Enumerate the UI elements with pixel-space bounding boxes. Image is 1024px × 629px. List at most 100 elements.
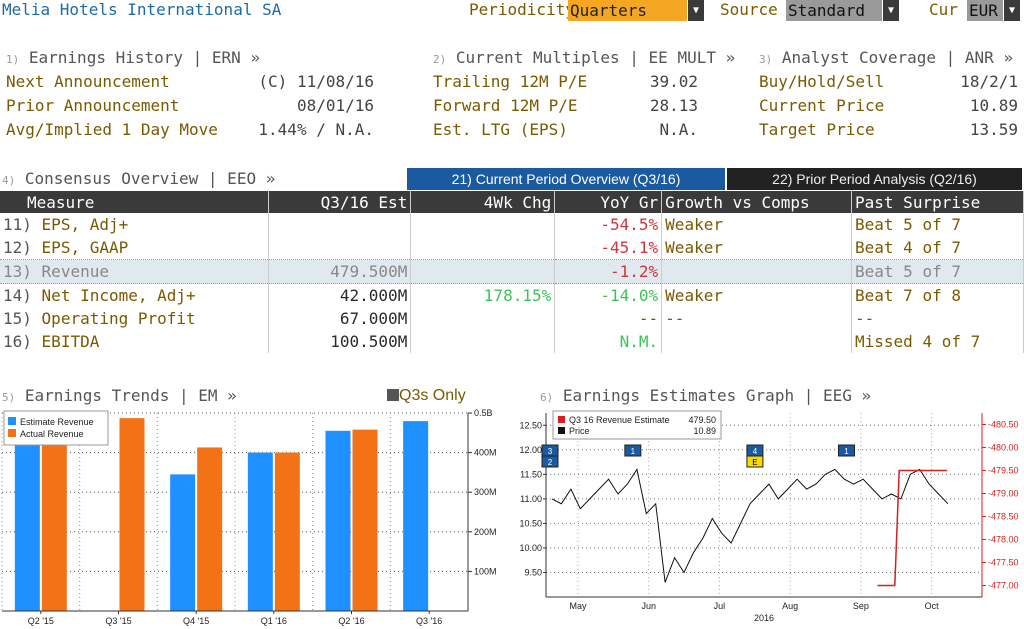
consensus-title[interactable]: Consensus Overview | EEO » bbox=[24, 169, 276, 188]
tab-prior-period[interactable]: 22) Prior Period Analysis (Q2/16) bbox=[727, 168, 1022, 190]
col-header-yoy[interactable]: YoY Gr bbox=[554, 191, 663, 213]
line-gridlines bbox=[546, 413, 982, 597]
kv-value: 1.44% / N.A. bbox=[258, 120, 374, 139]
kv-label: Est. LTG (EPS) bbox=[433, 120, 568, 139]
source-dropdown[interactable]: Standard bbox=[786, 0, 882, 21]
legend-swatch-estimate bbox=[558, 416, 565, 423]
est-cell: 479.500M bbox=[268, 259, 412, 284]
event-marker-label: 1 bbox=[844, 447, 849, 456]
line-left-axis: 12.50 12.00 11.50 11.00 10.50 10.00 9.50 bbox=[519, 413, 547, 597]
currency-dropdown[interactable]: EUR bbox=[967, 0, 1003, 21]
measure-label: EPS, GAAP bbox=[41, 238, 129, 257]
bar-actual bbox=[119, 418, 145, 611]
consensus-table: Measure Q3/16 Est 4Wk Chg YoY Gr Growth … bbox=[0, 191, 1024, 353]
chg-cell bbox=[410, 307, 556, 330]
event-marker[interactable] bbox=[541, 455, 559, 468]
table-row[interactable]: 15) Operating Profit 67.000M -- -- -- bbox=[0, 307, 1024, 330]
col-header-chg[interactable]: 4Wk Chg bbox=[410, 191, 556, 213]
earnings-history-num: 1) bbox=[6, 53, 20, 66]
current-multiples-title[interactable]: Current Multiples | EE MULT » bbox=[455, 48, 736, 67]
q3s-only-toggle[interactable]: Q3s Only bbox=[387, 385, 466, 405]
earnings-trends-title[interactable]: Earnings Trends | EM » bbox=[24, 386, 237, 405]
earnings-history-header[interactable]: 1) Earnings History | ERN » bbox=[6, 48, 260, 67]
event-marker-label: 4 bbox=[753, 447, 758, 456]
kv-value: 39.02 bbox=[649, 72, 698, 91]
currency-chevron-down-icon[interactable]: ▼ bbox=[1004, 0, 1020, 21]
consensus-header[interactable]: 4) Consensus Overview | EEO » bbox=[2, 169, 275, 188]
surprise-cell: Beat 5 of 7 bbox=[851, 213, 1024, 236]
surprise-cell: Missed 4 of 7 bbox=[851, 330, 1024, 353]
bar-estimate bbox=[247, 452, 273, 611]
measure-cell[interactable]: 15) Operating Profit bbox=[0, 307, 270, 330]
yoy-cell: -14.0% bbox=[554, 283, 663, 307]
measure-label: Net Income, Adj+ bbox=[41, 286, 196, 305]
event-marker[interactable] bbox=[624, 444, 642, 457]
price-line bbox=[551, 468, 949, 583]
bar-gridlines bbox=[1, 412, 468, 611]
checkbox-icon[interactable] bbox=[387, 389, 399, 401]
kv-value: 10.89 bbox=[969, 96, 1018, 115]
right-tick-label: -479.00 bbox=[988, 489, 1019, 499]
table-row[interactable]: 14) Net Income, Adj+ 42.000M 178.15% -14… bbox=[0, 283, 1024, 307]
analyst-coverage-header[interactable]: 3) Analyst Coverage | ANR » bbox=[759, 48, 1013, 67]
kv-label: Prior Announcement bbox=[6, 96, 180, 115]
estimates-graph-title[interactable]: Earnings Estimates Graph | EEG » bbox=[562, 386, 872, 405]
col-header-measure[interactable]: Measure bbox=[0, 191, 270, 213]
surprise-cell: Beat 7 of 8 bbox=[851, 283, 1024, 307]
line-marks bbox=[551, 468, 949, 587]
col-header-est[interactable]: Q3/16 Est bbox=[268, 191, 412, 213]
x-tick-label: Jul bbox=[714, 601, 726, 611]
kv-row: Target Price 13.59 bbox=[759, 118, 1018, 142]
kv-value: 28.13 bbox=[649, 96, 698, 115]
bar-x-ticks: Q2 '15 Q3 '15 Q4 '15 Q1 '16 Q2 '16 Q3 '16 bbox=[2, 610, 468, 626]
periodicity-chevron-down-icon[interactable]: ▼ bbox=[688, 0, 704, 21]
growth-cell bbox=[661, 259, 853, 284]
right-tick-label: -480.50 bbox=[988, 420, 1019, 430]
table-row[interactable]: 11) EPS, Adj+ -54.5% Weaker Beat 5 of 7 bbox=[0, 213, 1024, 236]
measure-cell[interactable]: 12) EPS, GAAP bbox=[0, 236, 270, 260]
event-marker[interactable] bbox=[837, 444, 855, 457]
event-marker[interactable] bbox=[746, 455, 764, 468]
growth-cell: Weaker bbox=[661, 236, 853, 260]
row-num: 13) bbox=[3, 262, 32, 281]
x-tick-label: Sep bbox=[853, 601, 869, 611]
table-row[interactable]: 12) EPS, GAAP -45.1% Weaker Beat 4 of 7 bbox=[0, 236, 1024, 260]
est-cell: 67.000M bbox=[268, 307, 412, 330]
growth-cell: -- bbox=[661, 307, 853, 330]
measure-label: EPS, Adj+ bbox=[41, 215, 129, 234]
measure-cell[interactable]: 16) EBITDA bbox=[0, 330, 270, 353]
col-header-surprise[interactable]: Past Surprise bbox=[851, 191, 1024, 213]
y-tick-label: 0.5B bbox=[474, 408, 493, 418]
kv-value: 18/2/1 bbox=[960, 72, 1018, 91]
kv-value: N.A. bbox=[659, 120, 698, 139]
measure-label: Operating Profit bbox=[41, 309, 196, 328]
right-tick-label: -478.50 bbox=[988, 512, 1019, 522]
current-multiples-header[interactable]: 2) Current Multiples | EE MULT » bbox=[433, 48, 735, 67]
earnings-history-title[interactable]: Earnings History | ERN » bbox=[28, 48, 261, 67]
x-tick-label: Q3 '16 bbox=[416, 616, 442, 626]
table-row[interactable]: 16) EBITDA 100.500M N.M. Missed 4 of 7 bbox=[0, 330, 1024, 353]
source-chevron-down-icon[interactable]: ▼ bbox=[883, 0, 899, 21]
legend-box bbox=[3, 410, 109, 446]
col-header-growth[interactable]: Growth vs Comps bbox=[661, 191, 853, 213]
measure-cell[interactable]: 11) EPS, Adj+ bbox=[0, 213, 270, 236]
tab-current-period[interactable]: 21) Current Period Overview (Q3/16) bbox=[407, 168, 725, 190]
table-row-selected[interactable]: 13) Revenue 479.500M -1.2% Beat 5 of 7 bbox=[0, 259, 1024, 284]
x-year-label: 2016 bbox=[754, 613, 774, 623]
earnings-trends-header[interactable]: 5) Earnings Trends | EM » bbox=[2, 386, 237, 405]
row-num: 12) bbox=[3, 238, 32, 257]
kv-label: Next Announcement bbox=[6, 72, 170, 91]
y-tick-label: 100M bbox=[474, 566, 497, 576]
analyst-coverage-title[interactable]: Analyst Coverage | ANR » bbox=[781, 48, 1014, 67]
measure-cell[interactable]: 14) Net Income, Adj+ bbox=[0, 283, 270, 307]
bar-estimate bbox=[403, 421, 429, 611]
measure-cell[interactable]: 13) Revenue bbox=[0, 259, 270, 284]
row-num: 14) bbox=[3, 286, 32, 305]
estimates-graph-header[interactable]: 6) Earnings Estimates Graph | EEG » bbox=[540, 386, 871, 405]
kv-row: Buy/Hold/Sell 18/2/1 bbox=[759, 70, 1018, 94]
legend-swatch-actual bbox=[8, 429, 16, 437]
right-tick-label: -479.50 bbox=[988, 466, 1019, 476]
left-tick-label: 11.00 bbox=[520, 494, 542, 504]
kv-row: Forward 12M P/E 28.13 bbox=[433, 94, 698, 118]
periodicity-dropdown[interactable]: Quarters bbox=[568, 0, 687, 21]
